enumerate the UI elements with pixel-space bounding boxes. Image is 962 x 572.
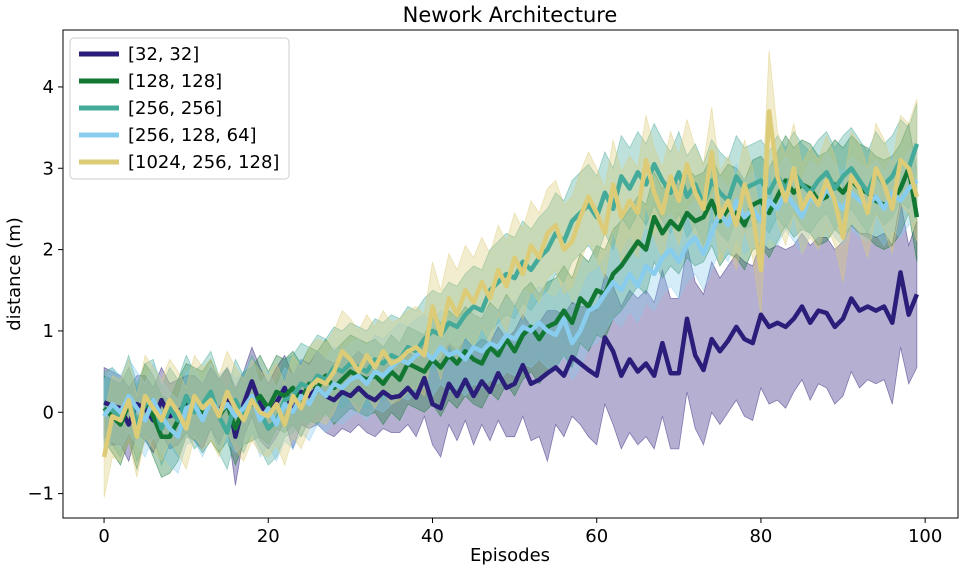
y-axis-title: distance (m) [4,217,25,331]
x-tick-label: 40 [421,526,444,547]
plot-frame [62,29,959,519]
y-axis: −1 0 1 2 3 4 [27,77,63,505]
x-tick-label: 80 [749,526,772,547]
x-axis-title: Episodes [470,545,550,566]
legend-label-256-128-64: [256, 128, 64] [128,125,257,146]
legend-label-1024-256-128: [1024, 256, 128] [128,152,279,173]
y-tick-label: 1 [43,321,54,342]
y-tick-label: −1 [27,484,54,505]
y-tick-label: 4 [43,77,54,98]
x-tick-label: 0 [98,526,109,547]
y-tick-label: 3 [43,158,54,179]
chart-title: Nework Architecture [403,3,618,27]
y-tick-label: 2 [43,240,54,261]
x-axis: 0 20 40 60 80 100 [98,518,942,547]
legend-box [69,37,290,180]
legend-label-256-256: [256, 256] [128,98,222,119]
legend: [32, 32] [128, 128] [256, 256] [256, 128, 6… [69,37,290,180]
legend-label-128-128: [128, 128] [128,71,222,92]
x-tick-label: 20 [257,526,280,547]
legend-label-32-32: [32, 32] [128,44,199,65]
x-tick-label: 100 [908,526,942,547]
y-tick-label: 0 [43,402,54,423]
x-tick-label: 60 [585,526,608,547]
line-1024-256-128 [101,109,920,458]
series-lines [101,109,920,458]
